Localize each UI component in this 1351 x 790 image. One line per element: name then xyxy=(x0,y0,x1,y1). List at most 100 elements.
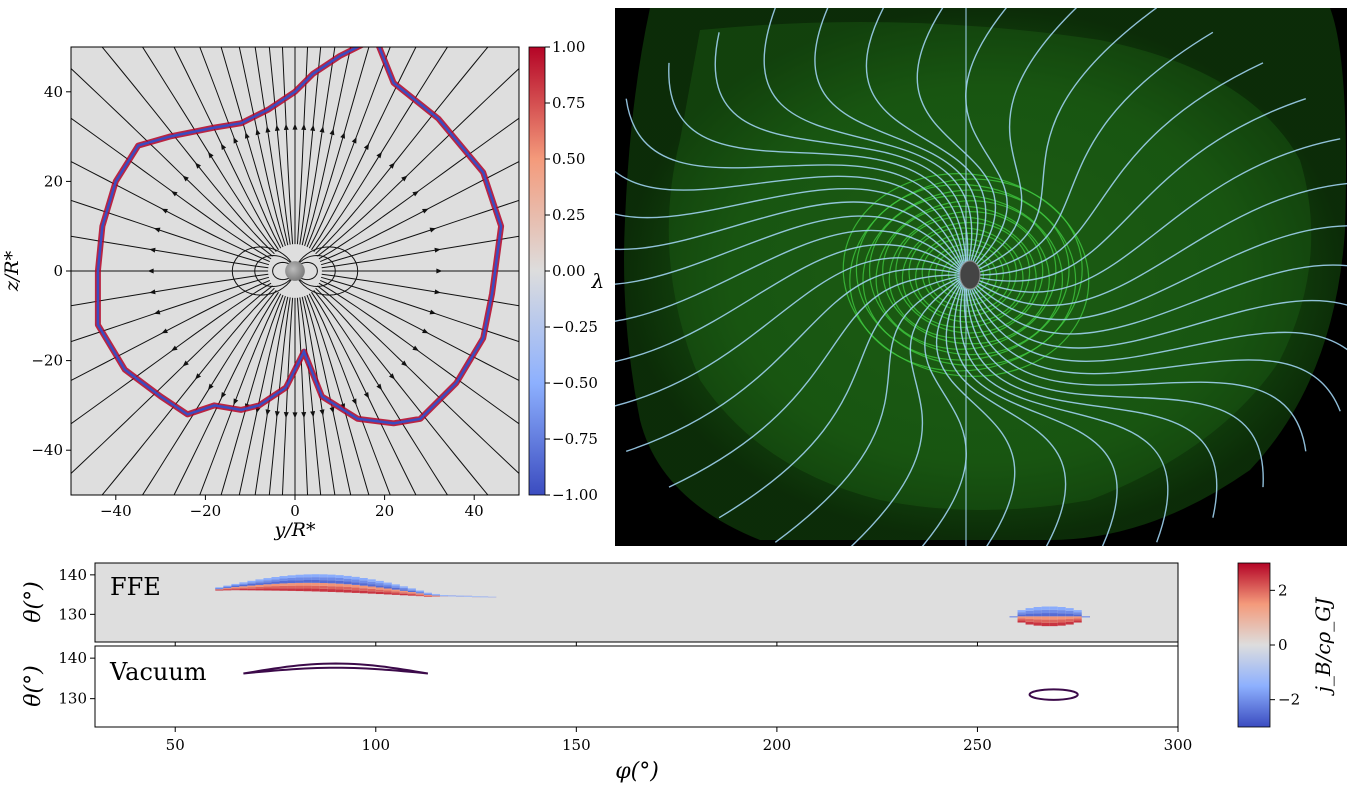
streamline xyxy=(254,296,289,495)
streamline-arrow xyxy=(401,175,408,182)
green-field-line xyxy=(908,227,1024,323)
blue-field-line xyxy=(921,274,967,546)
ffe-cell xyxy=(407,592,416,594)
ffe-cell xyxy=(287,580,296,584)
ffe-cell xyxy=(1041,613,1050,617)
streamline-arrow xyxy=(319,126,325,133)
ffe-cell xyxy=(319,583,328,586)
green-field-line xyxy=(928,243,1004,307)
blue-field-line xyxy=(953,274,1118,546)
green-field-line xyxy=(888,211,1044,339)
ffe-cell xyxy=(351,579,360,583)
ffe-cell xyxy=(311,574,320,578)
blue-field-line xyxy=(965,274,1347,362)
blue-field-line xyxy=(965,274,1307,452)
streamline xyxy=(173,291,279,495)
ffe-cell xyxy=(247,585,256,588)
ffe-cell xyxy=(1025,621,1034,625)
streamline-arrow xyxy=(182,360,189,367)
streamline xyxy=(301,47,336,246)
ffe-cell xyxy=(303,579,312,583)
blue-field-line xyxy=(965,274,1341,412)
blue-field-line xyxy=(963,274,1218,518)
ffe-cell xyxy=(1073,618,1082,621)
streamline-arrow xyxy=(220,143,227,151)
streamline-arrow xyxy=(208,383,214,390)
ffe-cell xyxy=(279,578,288,581)
ffe-cell xyxy=(415,594,424,596)
ffe-cell xyxy=(1073,610,1082,613)
y-tick-label: 140 xyxy=(58,566,87,584)
ffe-cell xyxy=(215,587,224,589)
ffe-cell xyxy=(295,582,304,586)
streamline-arrow xyxy=(292,412,298,419)
ffe-cell xyxy=(263,578,272,581)
ffe-cell xyxy=(311,577,320,580)
y-axis-label-vacuum: θ(°) xyxy=(21,665,46,706)
green-field-line xyxy=(914,232,1018,318)
streamline xyxy=(304,295,352,495)
blue-field-line xyxy=(615,257,967,407)
ffe-cell xyxy=(391,591,400,594)
ffe-cell xyxy=(359,590,368,594)
ffe-cell xyxy=(367,588,376,592)
blue-field-line xyxy=(965,62,1264,276)
streamline-arrow xyxy=(149,247,156,253)
ffe-cell xyxy=(255,583,264,585)
streamline xyxy=(71,279,270,381)
ffe-cell xyxy=(415,593,424,595)
ffe-cell xyxy=(319,588,328,592)
colorbar-tick-label: 0.75 xyxy=(552,94,585,112)
ffe-cell xyxy=(1057,607,1066,611)
ffe-cell xyxy=(335,578,344,581)
streamline-arrow xyxy=(153,227,161,233)
streamline xyxy=(304,47,352,247)
ffe-cell xyxy=(1033,622,1042,626)
ffe-cell xyxy=(351,576,360,580)
ffe-cell xyxy=(391,593,400,595)
y-tick-label: 130 xyxy=(58,690,87,708)
ffe-cell xyxy=(303,588,312,592)
y-tick-label: −20 xyxy=(31,352,63,370)
streamline xyxy=(321,235,519,269)
ffe-cell xyxy=(247,580,256,583)
ffe-cell xyxy=(1057,610,1066,614)
streamline-arrow xyxy=(283,411,289,419)
streamline xyxy=(320,276,519,343)
ffe-cell xyxy=(359,583,368,586)
streamline-arrow xyxy=(310,410,316,418)
streamline-arrow xyxy=(265,409,271,416)
x-ticks-bottom: 50 100 150 200 250 300 xyxy=(166,642,1192,754)
ffe-cell xyxy=(335,583,344,587)
ffe-cell xyxy=(431,593,440,595)
ffe-cell xyxy=(271,586,280,589)
blue-field-line xyxy=(668,274,967,488)
streamline-arrow xyxy=(161,208,168,214)
ffe-cell xyxy=(367,581,376,585)
plot-area-vacuum xyxy=(95,646,1178,727)
blue-field-line xyxy=(965,8,1078,276)
ffe-cell xyxy=(303,582,312,586)
x-tick-label: 150 xyxy=(562,736,591,754)
ffe-cell xyxy=(1065,619,1074,622)
vacuum-contour-arc xyxy=(243,662,429,675)
x-ticks-top-left: −40 −20 0 20 40 xyxy=(100,495,484,520)
ffe-cell xyxy=(1017,620,1026,623)
ffe-cell xyxy=(1073,620,1082,623)
x-tick-label: 50 xyxy=(166,736,185,754)
x-axis-label-top-left: y/R* xyxy=(274,519,316,541)
ffe-cell xyxy=(1049,616,1058,620)
streamline-arrow xyxy=(429,309,437,315)
ffe-cell xyxy=(1049,609,1058,614)
ffe-cell xyxy=(1017,612,1026,615)
plasma-shell-inner xyxy=(668,22,1312,510)
streamline-arrow xyxy=(363,391,370,399)
ffe-cell xyxy=(231,583,240,585)
green-field-line xyxy=(862,189,1070,361)
ffe-cell xyxy=(335,580,344,584)
ffe-cell xyxy=(1049,606,1058,610)
ffe-cell xyxy=(287,585,296,589)
blue-field-line xyxy=(615,229,967,322)
ffe-cell xyxy=(1025,610,1034,614)
ffe-cell xyxy=(1057,613,1066,617)
